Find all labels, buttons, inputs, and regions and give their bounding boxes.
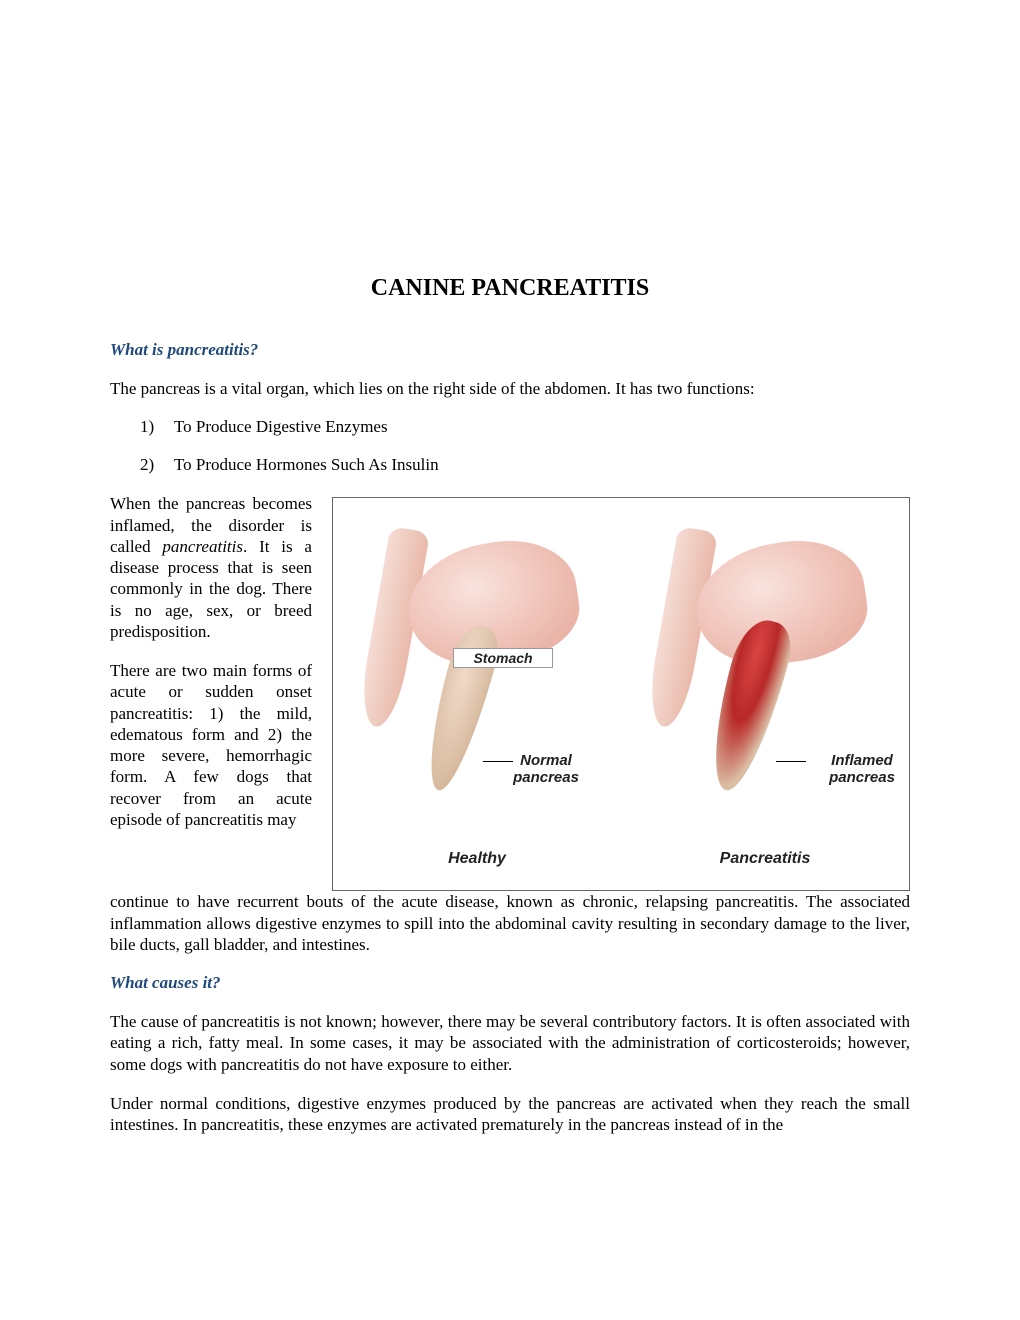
healthy-caption: Healthy bbox=[333, 850, 621, 868]
continuing-paragraph: continue to have recurrent bouts of the … bbox=[110, 891, 910, 955]
causes-paragraph-2: Under normal conditions, digestive enzym… bbox=[110, 1093, 910, 1136]
section-heading-causes: What causes it? bbox=[110, 973, 910, 993]
functions-list: 1) To Produce Digestive Enzymes 2) To Pr… bbox=[110, 417, 910, 475]
intro-paragraph: The pancreas is a vital organ, which lie… bbox=[110, 378, 910, 399]
inflamed-pancreas-label: Inflamed pancreas bbox=[817, 753, 907, 786]
list-item: 1) To Produce Digestive Enzymes bbox=[140, 417, 910, 437]
normal-pancreas-label: Normal pancreas bbox=[501, 753, 591, 786]
label-text: Normal pancreas bbox=[513, 752, 579, 786]
stomach-label: Stomach bbox=[453, 648, 553, 668]
pancreatitis-caption: Pancreatitis bbox=[621, 850, 909, 868]
list-text: To Produce Digestive Enzymes bbox=[174, 417, 388, 436]
list-text: To Produce Hormones Such As Insulin bbox=[174, 455, 439, 474]
label-text: Inflamed pancreas bbox=[829, 752, 895, 786]
page-title: CANINE PANCREATITIS bbox=[110, 275, 910, 302]
causes-paragraph-1: The cause of pancreatitis is not known; … bbox=[110, 1011, 910, 1075]
list-number: 2) bbox=[140, 455, 170, 475]
label-line bbox=[776, 761, 806, 762]
list-item: 2) To Produce Hormones Such As Insulin bbox=[140, 455, 910, 475]
list-number: 1) bbox=[140, 417, 170, 437]
text-with-diagram: Stomach Normal pancreas Healthy Inflamed… bbox=[110, 493, 910, 891]
italic-term: pancreatitis bbox=[162, 537, 243, 556]
diagram-healthy-side: Stomach Normal pancreas Healthy bbox=[333, 498, 621, 890]
section-heading-what-is: What is pancreatitis? bbox=[110, 340, 910, 360]
diagram-pancreatitis-side: Inflamed pancreas Pancreatitis bbox=[621, 498, 909, 890]
document-page: CANINE PANCREATITIS What is pancreatitis… bbox=[0, 0, 1020, 1320]
pancreas-diagram: Stomach Normal pancreas Healthy Inflamed… bbox=[332, 497, 910, 891]
